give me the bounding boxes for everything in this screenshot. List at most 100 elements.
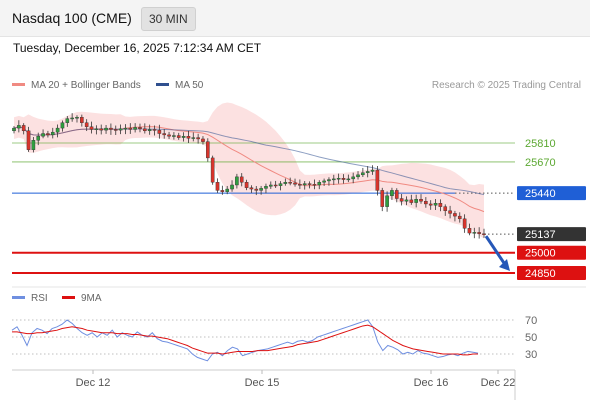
candle <box>104 127 108 131</box>
candle <box>162 133 167 136</box>
candle <box>50 131 55 136</box>
price-label-25810: 25810 <box>525 138 556 150</box>
candle <box>46 133 50 136</box>
candle <box>55 127 60 133</box>
candle <box>433 203 438 206</box>
candle <box>109 127 113 130</box>
candle <box>60 122 65 129</box>
price-label-box <box>517 245 586 260</box>
legend-rsi: RSI <box>12 293 48 304</box>
candle <box>317 182 322 186</box>
rsi-line <box>11 319 479 362</box>
candle <box>477 232 481 234</box>
candle <box>467 228 472 234</box>
candle <box>336 178 341 180</box>
candle <box>394 190 399 199</box>
candle <box>443 206 448 211</box>
legend-9ma-label: 9MA <box>81 293 102 304</box>
candle <box>36 136 41 141</box>
candle <box>147 129 152 132</box>
candle <box>186 136 191 139</box>
legend-rsi-swatch <box>12 295 25 299</box>
timestamp: Tuesday, December 16, 2025 7:12:34 AM CE… <box>13 41 262 55</box>
candle <box>273 184 278 187</box>
candle <box>428 203 433 206</box>
candle <box>239 176 244 183</box>
candle <box>172 135 176 137</box>
candle <box>80 117 84 123</box>
rsi-tick-label: 30 <box>525 349 537 361</box>
candle <box>472 232 477 234</box>
candle <box>128 127 133 130</box>
header-bar: Nasdaq 100 (CME) 30 MIN <box>0 0 590 37</box>
candle <box>409 199 414 203</box>
legend-9ma-swatch <box>62 295 75 299</box>
candle <box>99 128 104 131</box>
price-label-25670: 25670 <box>525 157 556 169</box>
candle <box>181 136 186 138</box>
candle <box>220 190 225 192</box>
candle <box>390 190 394 197</box>
candle <box>419 198 423 202</box>
candle <box>283 182 288 184</box>
candle <box>206 141 210 159</box>
legend-ma20: MA 20 + Bollinger Bands <box>12 80 141 91</box>
candle <box>65 118 70 123</box>
candle <box>75 117 79 119</box>
candle <box>312 184 317 186</box>
candle <box>448 210 452 214</box>
candle <box>278 183 283 186</box>
price-label-25440: 25440 <box>525 188 556 200</box>
price-label-box <box>517 227 586 242</box>
candle <box>346 178 351 181</box>
candle <box>356 174 360 178</box>
legend-ma50: MA 50 <box>156 80 203 91</box>
candle <box>365 171 370 173</box>
candle <box>157 129 162 134</box>
candle <box>259 188 263 191</box>
legend-ma20-label: MA 20 + Bollinger Bands <box>31 80 141 91</box>
candle <box>12 127 16 132</box>
legend-rsi-label: RSI <box>31 293 48 304</box>
candle <box>215 182 220 191</box>
candle <box>244 182 249 188</box>
x-tick-label: Dec 16 <box>414 377 449 389</box>
candle <box>351 176 355 180</box>
candle <box>176 135 181 138</box>
rsi-9ma-line <box>12 324 478 356</box>
candle <box>264 186 268 189</box>
candle <box>385 195 389 207</box>
candle <box>152 129 157 131</box>
candle <box>438 203 443 207</box>
candle <box>230 184 234 190</box>
rsi-tick-label: 50 <box>525 332 537 344</box>
candle <box>138 127 142 129</box>
candle <box>41 133 45 137</box>
instrument-title: Nasdaq 100 (CME) <box>12 10 132 26</box>
price-label-box <box>517 266 586 280</box>
candle <box>123 127 128 130</box>
candle <box>375 169 380 191</box>
candle <box>302 183 307 186</box>
candle <box>322 180 326 183</box>
candle <box>84 122 89 127</box>
candle <box>133 127 137 130</box>
candle <box>26 130 31 150</box>
candle <box>293 182 297 185</box>
candle <box>453 213 457 217</box>
candle <box>21 125 26 132</box>
candle <box>307 183 312 185</box>
timeframe-button[interactable]: 30 MIN <box>141 7 196 31</box>
candle <box>113 129 118 131</box>
credit-text: Research © 2025 Trading Central <box>431 80 581 91</box>
candle <box>288 182 292 184</box>
candle <box>235 176 239 186</box>
candle <box>70 117 74 120</box>
legend-ma20-swatch <box>12 82 25 86</box>
candle <box>17 125 21 129</box>
candle <box>249 187 254 190</box>
x-tick-label: Dec 12 <box>76 377 111 389</box>
candle <box>482 233 486 235</box>
candle <box>457 215 462 220</box>
